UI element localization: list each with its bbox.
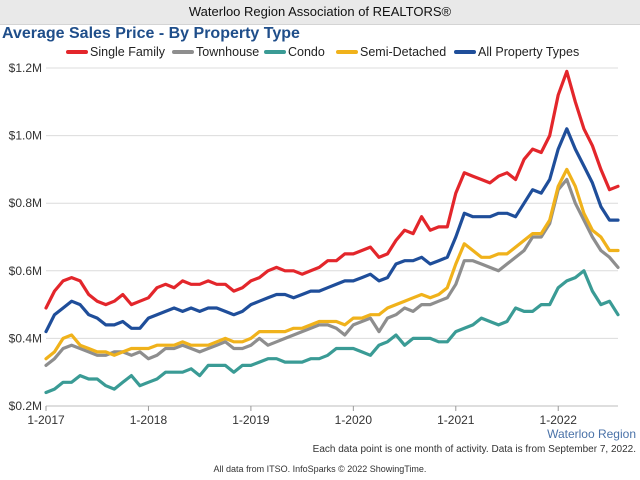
legend-label: Condo: [288, 45, 325, 59]
legend-label: Single Family: [90, 45, 166, 59]
x-tick-label: 1-2019: [232, 413, 270, 427]
region-label: Waterloo Region: [547, 427, 636, 441]
x-axis-ticks: 1-2017 1-2018 1-2019 1-2020 1-2021 1-2022: [27, 406, 577, 427]
series-lines: [44, 69, 620, 395]
legend-item-single-family[interactable]: Single Family: [66, 45, 166, 59]
y-tick-label: $0.2M: [9, 399, 42, 413]
legend-item-semi-detached[interactable]: Semi-Detached: [336, 45, 446, 59]
legend-label: Townhouse: [196, 45, 259, 59]
x-tick-label: 1-2017: [27, 413, 65, 427]
y-tick-label: $0.4M: [9, 331, 42, 345]
x-tick-label: 1-2020: [335, 413, 373, 427]
series-line-townhouse: [44, 177, 620, 367]
data-credit: All data from ITSO. InfoSparks © 2022 Sh…: [213, 464, 427, 474]
y-axis-ticks: $0.2M $0.4M $0.6M $0.8M $1.0M $1.2M: [9, 61, 42, 413]
y-tick-label: $0.8M: [9, 196, 42, 210]
y-tick-label: $0.6M: [9, 264, 42, 278]
series-line-single-family: [44, 69, 620, 310]
x-tick-label: 1-2021: [437, 413, 475, 427]
legend[interactable]: Single Family Townhouse Condo Semi-Detached…: [66, 45, 579, 59]
chart-title: Average Sales Price - By Property Type: [2, 25, 300, 42]
x-tick-label: 1-2018: [130, 413, 168, 427]
grid-lines: [46, 67, 618, 407]
data-note: Each data point is one month of activity…: [312, 444, 636, 455]
y-tick-label: $1.0M: [9, 129, 42, 143]
x-tick-label: 1-2022: [540, 413, 578, 427]
legend-item-all-property-types[interactable]: All Property Types: [454, 45, 579, 59]
org-name: Waterloo Region Association of REALTORS®: [188, 4, 452, 19]
series-line-all-property-types: [44, 127, 620, 334]
series-line-condo: [44, 269, 620, 395]
legend-item-condo[interactable]: Condo: [264, 45, 325, 59]
legend-label: All Property Types: [478, 45, 579, 59]
org-header: Waterloo Region Association of REALTORS®: [0, 0, 640, 25]
legend-item-townhouse[interactable]: Townhouse: [172, 45, 259, 59]
legend-label: Semi-Detached: [360, 45, 446, 59]
y-tick-label: $1.2M: [9, 61, 42, 75]
series-line-semi-detached: [44, 167, 620, 361]
